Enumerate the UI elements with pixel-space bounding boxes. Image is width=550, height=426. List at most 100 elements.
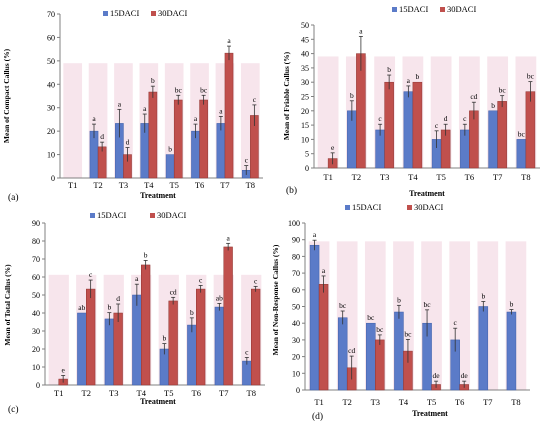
significance-letter: a: [135, 274, 139, 283]
y-tick-label: 15: [301, 121, 309, 130]
x-tick-label: T1: [54, 388, 63, 398]
y-tick-label: 0: [51, 174, 55, 183]
bar-15daci: [366, 322, 376, 391]
x-tick-label: T7: [220, 180, 229, 190]
x-axis-title: Treatment: [140, 191, 176, 200]
significance-letter: c: [378, 114, 382, 123]
significance-letter: c: [245, 156, 249, 165]
x-tick-label: T3: [371, 397, 380, 407]
y-tick-label: 10: [301, 135, 309, 144]
bar-15daci: [187, 324, 197, 386]
y-tick-label: 20: [292, 353, 300, 362]
y-tick-label: 70: [47, 10, 55, 19]
y-tick-label: 10: [32, 363, 40, 372]
bar-30daci: [148, 91, 158, 179]
significance-letter: b: [416, 72, 420, 81]
significance-letter: a: [322, 266, 326, 275]
significance-letter: a: [407, 76, 411, 85]
panel-b: 05101520253035404550bcaccbbceabbdcdbcbcT…: [282, 4, 540, 198]
bar-15daci: [104, 318, 114, 386]
significance-letter: a: [194, 114, 198, 123]
bar-30daci: [141, 264, 151, 386]
bar-30daci: [497, 101, 507, 169]
significance-letter: a: [118, 99, 122, 108]
bar-30daci: [173, 99, 183, 179]
significance-letter: bc: [175, 85, 183, 94]
bar-15daci: [506, 311, 517, 391]
significance-letter: cd: [348, 346, 355, 355]
significance-letter: cd: [170, 287, 177, 296]
y-tick-label: 60: [47, 33, 55, 42]
significance-letter: c: [254, 276, 258, 285]
significance-letter: b: [144, 250, 148, 259]
significance-letter: b: [151, 76, 155, 85]
panel-label: (c): [8, 404, 19, 415]
x-tick-label: T8: [511, 397, 520, 407]
x-tick-label: T5: [169, 180, 178, 190]
significance-letter: b: [481, 291, 485, 300]
significance-letter: c: [89, 270, 93, 279]
y-tick-label: 20: [32, 345, 40, 354]
significance-letter: cd: [470, 92, 477, 101]
y-tick-label: 0: [305, 164, 309, 173]
significance-letter: a: [143, 104, 147, 113]
bar-30daci: [251, 288, 261, 386]
y-tick-label: 90: [292, 236, 300, 245]
legend-label: 15DACI: [352, 202, 381, 212]
x-tick-label: T1: [314, 397, 323, 407]
significance-letter: de: [433, 371, 441, 380]
x-tick-label: T2: [93, 180, 102, 190]
y-tick-label: 0: [296, 386, 300, 395]
y-tick-label: 35: [301, 64, 309, 73]
legend-label: 30DACI: [157, 210, 186, 220]
x-tick-label: T6: [192, 388, 201, 398]
y-tick-label: 30: [292, 336, 300, 345]
y-tick-label: 50: [47, 57, 55, 66]
y-tick-label: 10: [292, 369, 300, 378]
significance-letter: bc: [527, 72, 535, 81]
significance-letter: b: [491, 101, 495, 110]
x-tick-label: T6: [465, 172, 474, 182]
x-tick-label: T7: [493, 172, 502, 182]
significance-letter: d: [126, 138, 130, 147]
panel-label: (a): [8, 192, 19, 203]
bar-15daci: [214, 306, 224, 386]
y-tick-label: 80: [32, 237, 40, 246]
x-axis-title: Treatment: [409, 189, 445, 198]
significance-letter: a: [219, 106, 223, 115]
bar-30daci: [199, 99, 208, 179]
significance-letter: de: [461, 371, 469, 380]
x-tick-label: T3: [109, 388, 118, 398]
y-tick-label: 20: [47, 127, 55, 136]
y-axis-title: Mean of Friable Callus (%): [282, 51, 291, 140]
bar-15daci: [165, 154, 175, 179]
bar-15daci: [488, 110, 498, 169]
significance-letter: b: [387, 65, 391, 74]
bar-30daci: [384, 81, 394, 169]
x-tick-label: T2: [82, 388, 91, 398]
y-tick-label: 45: [301, 35, 309, 44]
bar-15daci: [216, 123, 226, 179]
legend-swatch: [151, 11, 156, 16]
x-tick-label: T1: [323, 172, 332, 182]
significance-letter: bc: [376, 325, 384, 334]
bar-15daci: [132, 294, 142, 386]
significance-letter: c: [199, 275, 203, 284]
y-tick-label: 70: [32, 255, 40, 264]
legend-label: 15DACI: [399, 4, 428, 14]
bar-15daci: [309, 244, 320, 391]
bar-15daci: [516, 139, 527, 169]
x-tick-label: T7: [483, 397, 492, 407]
legend-swatch: [103, 11, 108, 16]
significance-letter: c: [435, 121, 439, 130]
y-tick-label: 30: [47, 104, 55, 113]
bar-15daci: [394, 311, 404, 391]
y-tick-label: 20: [301, 107, 309, 116]
x-tick-label: T3: [119, 180, 128, 190]
panel-label: (d): [312, 411, 323, 422]
legend-label: 30DACI: [158, 8, 187, 18]
y-axis-title: Mean of Non-Response Callus (%): [271, 244, 280, 355]
significance-letter: b: [510, 300, 514, 309]
x-tick-label: T5: [436, 172, 445, 182]
